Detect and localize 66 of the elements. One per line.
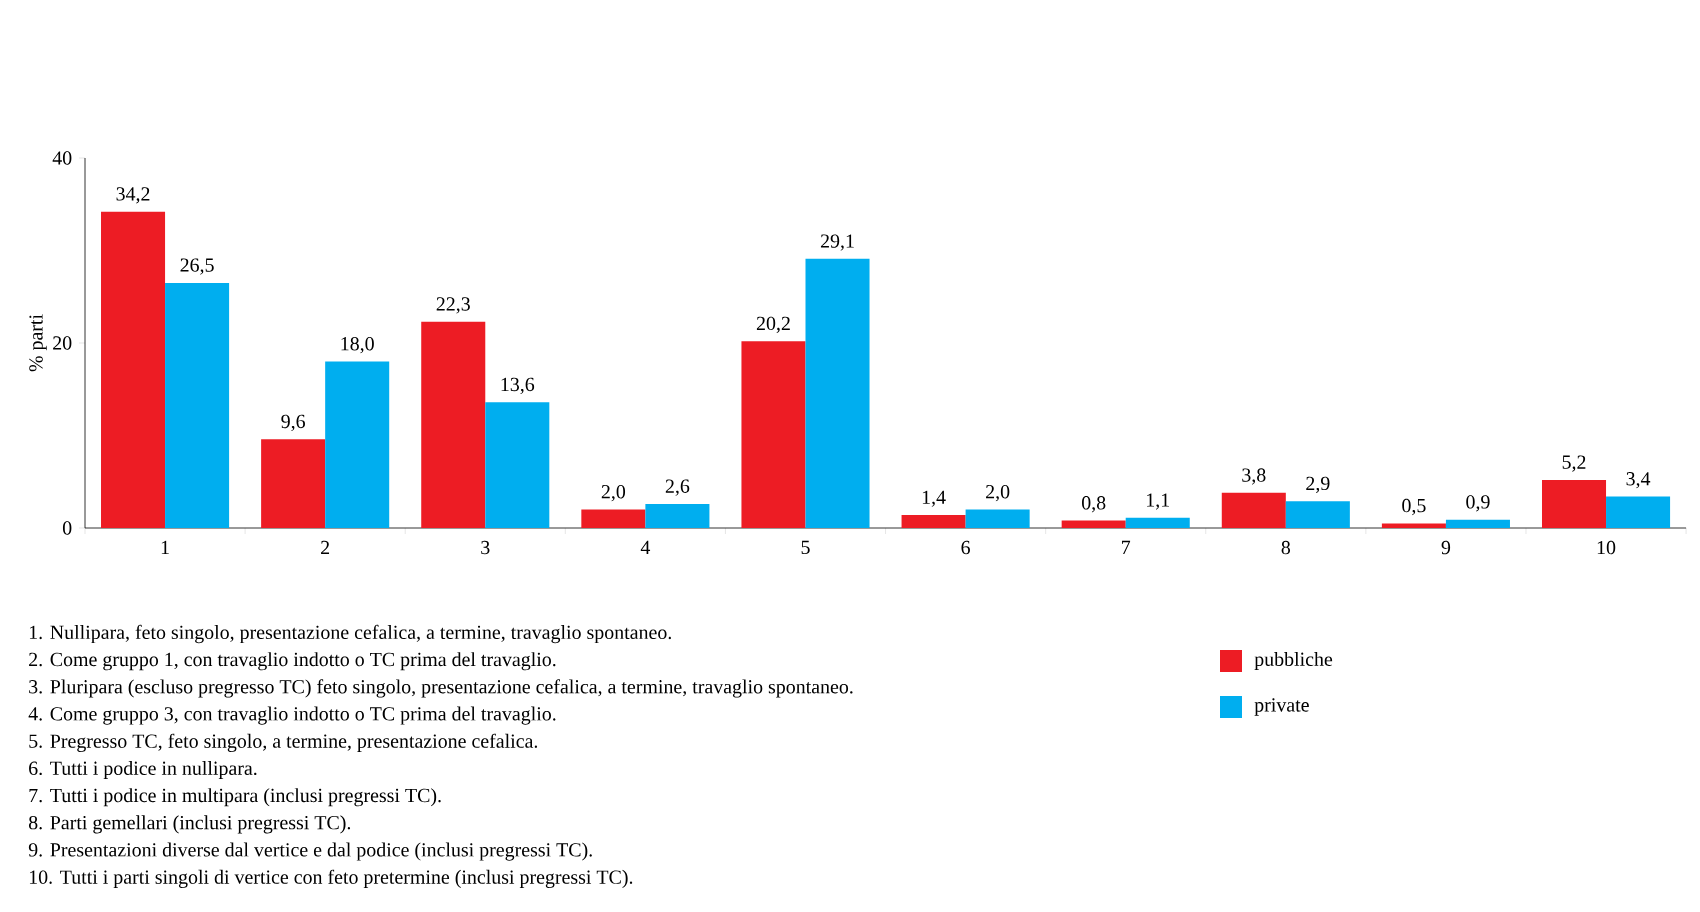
- data-label: 0,5: [1402, 498, 1426, 516]
- text: 5. Pregresso TC, feto singolo, a termine, presentazione cefalica.: [29, 733, 538, 752]
- text: 9. Presentazioni diverse dal vertice e dal podice (inclusi pregressi TC).: [28, 842, 592, 861]
- x-tick-label: 3: [481, 540, 490, 555]
- bar: [901, 515, 966, 529]
- data-label: 2,0: [986, 485, 1010, 502]
- bar: [325, 361, 390, 529]
- bar: [1541, 479, 1607, 529]
- y-tick-label: 0: [62, 521, 72, 535]
- legend-label: private: [1254, 698, 1309, 716]
- x-tick-label: 9: [1441, 540, 1451, 555]
- x-tick-label: 6: [961, 540, 970, 555]
- data-label: 2,6: [665, 479, 690, 496]
- bar: [261, 439, 326, 529]
- x-tick-label: 7: [1122, 540, 1131, 554]
- bar: [421, 321, 486, 529]
- bar: [805, 258, 870, 529]
- data-label: 2,0: [601, 485, 626, 502]
- text: 7. Tutti i podice in multipara (inclusi pregressi TC).: [29, 788, 441, 807]
- data-label: 26,5: [180, 258, 214, 275]
- data-label: 22,3: [436, 297, 470, 314]
- bar: [1285, 501, 1350, 529]
- text: 4. Come gruppo 3, con travaglio indotto o TC prima del travaglio.: [28, 706, 556, 725]
- data-label: 18,0: [341, 337, 374, 354]
- y-axis-title: % parti: [29, 314, 47, 372]
- legend-label: pubbliche: [1254, 651, 1333, 671]
- bar: [1445, 519, 1510, 529]
- bar: [581, 509, 646, 529]
- bar: [1061, 520, 1126, 529]
- bar: [485, 402, 550, 529]
- x-tick-label: 2: [321, 540, 330, 555]
- data-label: 9,6: [281, 414, 306, 432]
- data-label: 0,9: [1466, 495, 1490, 512]
- bar: [645, 503, 710, 529]
- bar: [741, 341, 806, 529]
- text: 6. Tutti i podice in nullipara.: [29, 760, 257, 780]
- data-label: 13,6: [501, 377, 535, 395]
- bar: [1606, 496, 1671, 529]
- y-tick-label: 40: [52, 151, 72, 165]
- x-tick-label: 4: [640, 540, 651, 554]
- x-tick-label: 10: [1597, 540, 1616, 555]
- text: 1. Nullipara, feto singolo, presentazione cefalica, a termine, travaglio spontaneo.: [29, 624, 671, 644]
- text: 2. Come gruppo 1, con travaglio indotto o TC prima del travaglio.: [29, 652, 556, 671]
- x-tick-label: 5: [801, 540, 810, 555]
- data-label: 3,4: [1626, 472, 1651, 489]
- data-label: 0,8: [1082, 496, 1106, 513]
- data-label: 3,8: [1242, 468, 1266, 485]
- bar: [165, 282, 230, 529]
- data-label: 34,2: [116, 187, 150, 204]
- y-tick-label: 20: [53, 336, 72, 350]
- x-tick-label: 1: [161, 540, 169, 555]
- text: 10. Tutti i parti singoli di vertice con feto pretermine (inclusi pregressi TC).: [29, 869, 633, 888]
- data-label: 20,2: [756, 316, 790, 333]
- data-label: 29,1: [820, 234, 854, 251]
- text: 3. Pluripara (escluso pregresso TC) feto singolo, presentazione cefalica, a termine, travaglio spontaneo.: [29, 679, 853, 698]
- data-label: 2,9: [1306, 476, 1330, 493]
- data-label: 5,2: [1562, 455, 1586, 472]
- bar: [101, 211, 166, 529]
- bar: [965, 509, 1030, 529]
- data-label: 1,4: [922, 490, 946, 507]
- bar: [1221, 492, 1286, 529]
- data-label: 1,1: [1147, 493, 1169, 510]
- bar: [1125, 517, 1190, 529]
- x-tick-label: 8: [1281, 540, 1291, 555]
- bar: [1381, 523, 1446, 529]
- text: 8. Parti gemellari (inclusi pregressi TC).: [28, 815, 351, 834]
